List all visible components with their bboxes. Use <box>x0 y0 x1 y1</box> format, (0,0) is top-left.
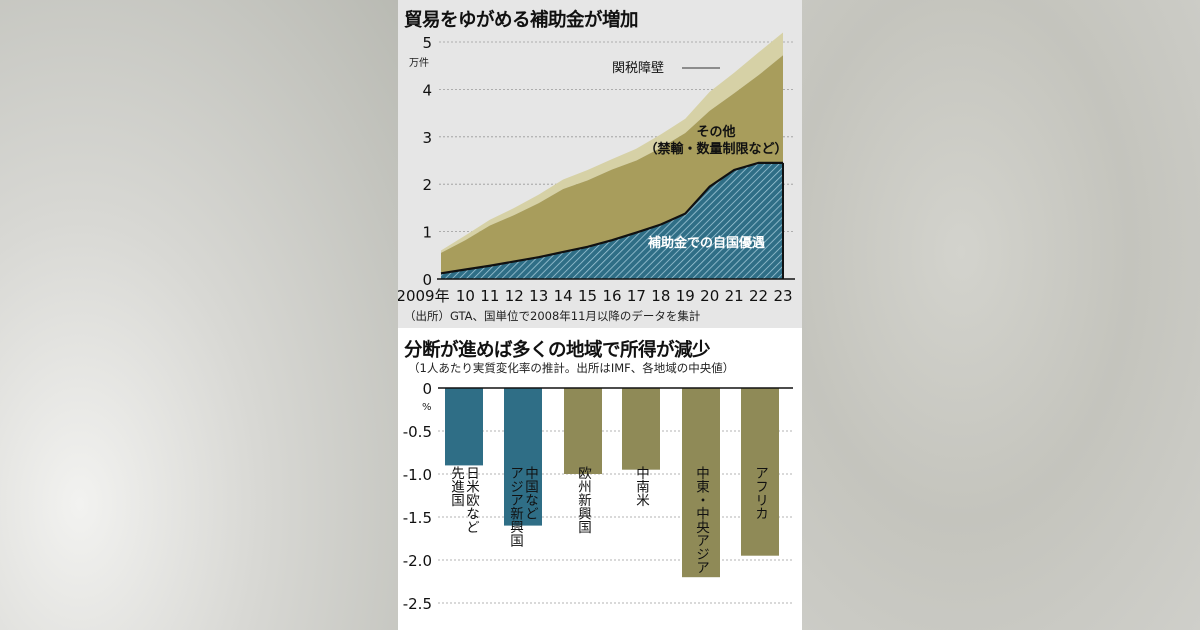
series-label-tariff: 関税障壁 <box>612 61 720 76</box>
category-label: 先進国 <box>448 466 465 507</box>
background-right <box>802 0 1200 630</box>
bar <box>504 388 542 526</box>
x-tick-label: 20 <box>700 287 719 305</box>
category-label: アジア新興国 <box>507 466 524 547</box>
x-tick-label: 16 <box>602 287 621 305</box>
x-tick-label: 2009年 <box>398 287 450 305</box>
y-tick-label: 0 <box>422 380 432 398</box>
x-tick-label: 11 <box>480 287 499 305</box>
x-tick-label: 13 <box>529 287 548 305</box>
bottom-chart-title: 分断が進めば多くの地域で所得が減少 <box>404 340 711 361</box>
series-label-other: その他 （禁輸・数量制限など） <box>644 124 787 157</box>
bar <box>445 388 483 466</box>
y-tick-label: -2.0 <box>403 552 432 570</box>
y-tick-label: -0.5 <box>403 423 432 441</box>
y-tick-label: 1 <box>422 224 432 242</box>
y-tick-label: -1.5 <box>403 509 432 527</box>
bar <box>622 388 660 470</box>
svg-text:その他: その他 <box>696 124 735 140</box>
bar <box>741 388 779 556</box>
x-tick-label: 21 <box>725 287 744 305</box>
infographic: 貿易をゆがめる補助金が増加 0 1 2 3 4 5 2009年 10 11 12 13 14 15 16 1… <box>398 0 802 630</box>
x-tick-label: 22 <box>749 287 768 305</box>
category-label: アフリカ <box>752 466 768 520</box>
y-tick-label: -1.0 <box>403 466 432 484</box>
y-tick-label: 2 <box>422 176 432 194</box>
svg-text:関税障壁: 関税障壁 <box>612 61 664 76</box>
x-tick-label: 17 <box>627 287 646 305</box>
y-tick-label: 5 <box>422 34 432 52</box>
svg-text:補助金での自国優遇: 補助金での自国優遇 <box>647 235 765 251</box>
background-left <box>0 0 398 630</box>
bar-unit-label: % <box>422 402 432 413</box>
x-tick-label: 23 <box>773 287 792 305</box>
x-tick-label: 19 <box>676 287 695 305</box>
category-label: 中国など <box>522 466 538 521</box>
bar <box>564 388 602 474</box>
x-tick-label: 10 <box>456 287 475 305</box>
y-tick-label: 3 <box>422 129 432 147</box>
y-tick-label: 4 <box>422 81 432 99</box>
category-label: 中東・中央アジア <box>693 466 710 575</box>
area-tariff <box>441 32 783 253</box>
y-tick-label: -2.5 <box>403 595 432 613</box>
area-subsidy <box>441 162 783 279</box>
line-subsidy <box>440 161 783 275</box>
x-tick-label: 18 <box>651 287 670 305</box>
series-label-subsidy: 補助金での自国優遇 <box>647 235 765 251</box>
top-chart-title: 貿易をゆがめる補助金が増加 <box>404 10 639 31</box>
area-other <box>441 55 783 274</box>
category-label: 日米欧など <box>463 466 480 534</box>
x-tick-label: 14 <box>554 287 573 305</box>
svg-text:（禁輸・数量制限など）: （禁輸・数量制限など） <box>644 141 787 157</box>
category-label: 中南米 <box>633 466 650 507</box>
category-label: 欧州新興国 <box>575 466 592 534</box>
top-chart-source: （出所）GTA、国単位で2008年11月以降のデータを集計 <box>404 309 701 323</box>
x-tick-label: 12 <box>505 287 524 305</box>
x-tick-label: 15 <box>578 287 597 305</box>
bottom-chart-note: （1人あたり実質変化率の推計。出所はIMF、各地域の中央値） <box>408 361 735 375</box>
bar <box>682 388 720 578</box>
y-tick-label: 0 <box>422 271 432 289</box>
area-unit-label: 万件 <box>409 57 429 69</box>
